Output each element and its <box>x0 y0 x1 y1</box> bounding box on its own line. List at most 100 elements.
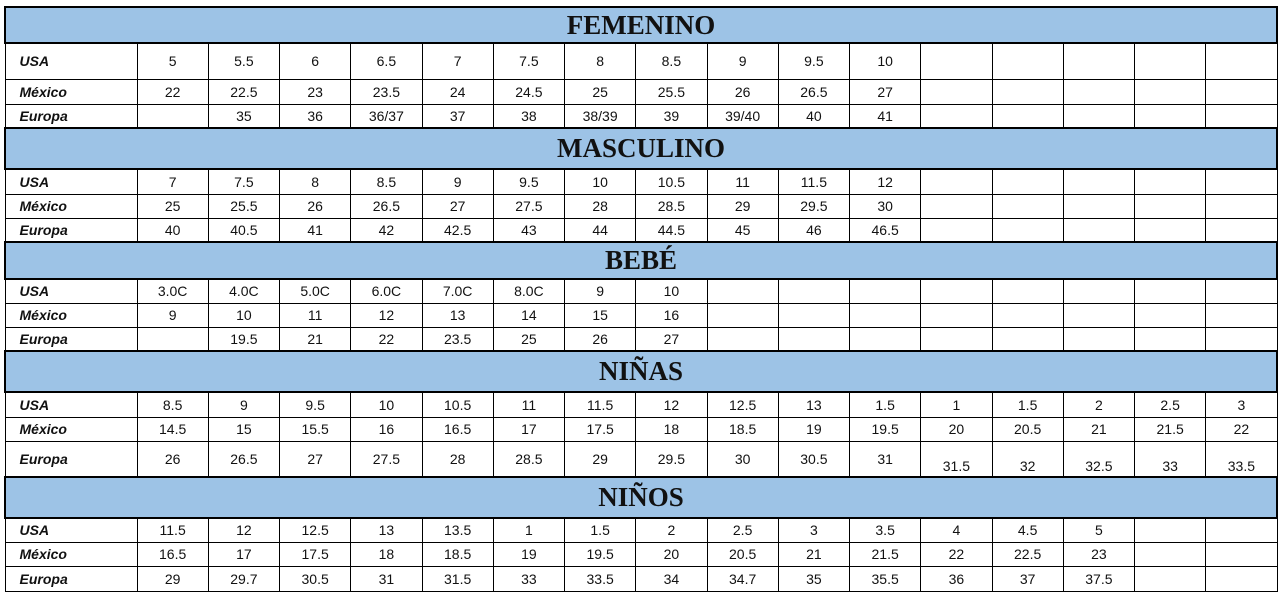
size-cell: 6.5 <box>350 42 423 80</box>
size-cell: 23.5 <box>350 78 423 105</box>
size-cell: 9.5 <box>492 168 566 195</box>
size-cell <box>920 78 993 105</box>
size-cell: 1 <box>492 517 566 543</box>
size-cell: 28.5 <box>492 440 566 478</box>
size-cell: 12 <box>848 168 922 195</box>
size-cell: 25 <box>563 78 637 105</box>
table-row: México 14.5 15 15.5 16 16.5 17 17.5 18 18.5 19 19.5… <box>4 416 1278 442</box>
size-cell: 21 <box>278 326 352 352</box>
row-label: México <box>4 416 138 442</box>
size-cell <box>1062 217 1136 243</box>
size-cell <box>991 302 1064 328</box>
size-cell: 40 <box>136 217 209 243</box>
size-cell <box>920 103 993 129</box>
size-cell <box>920 326 993 352</box>
size-cell <box>1133 565 1207 592</box>
size-cell <box>1205 103 1278 129</box>
size-cell: 17.5 <box>278 541 352 567</box>
size-cell: 41 <box>848 103 922 129</box>
size-cell: 11.5 <box>136 517 209 543</box>
size-cell <box>1133 541 1207 567</box>
size-cell <box>1205 278 1278 304</box>
size-cell: 12 <box>635 391 708 418</box>
size-cell: 7 <box>136 168 209 195</box>
size-cell: 27 <box>848 78 922 105</box>
table-row: México 9 10 11 12 13 14 15 16 <box>4 302 1278 328</box>
size-cell: 14 <box>492 302 566 328</box>
size-cell <box>1205 326 1278 352</box>
size-cell: 28 <box>563 193 637 219</box>
size-cell: 17 <box>207 541 281 567</box>
size-cell <box>1062 78 1136 105</box>
size-cell <box>1062 103 1136 129</box>
size-cell <box>848 278 922 304</box>
size-cell <box>1062 168 1136 195</box>
row-label: Europa <box>4 440 138 478</box>
size-cell: 31.5 <box>421 565 494 592</box>
size-cell: 11 <box>706 168 779 195</box>
size-cell: 46 <box>777 217 851 243</box>
size-cell <box>1133 193 1207 219</box>
size-cell: 31 <box>350 565 423 592</box>
size-cell <box>1133 168 1207 195</box>
size-cell: 26.5 <box>350 193 423 219</box>
size-cell: 10 <box>848 42 922 80</box>
size-cell: 13.5 <box>421 517 494 543</box>
size-cell: 42.5 <box>421 217 494 243</box>
size-cell: 20 <box>635 541 708 567</box>
size-cell <box>1133 278 1207 304</box>
size-cell <box>706 326 779 352</box>
size-cell <box>920 168 993 195</box>
size-cell: 24.5 <box>492 78 566 105</box>
size-cell: 9 <box>207 391 281 418</box>
section-title: NIÑAS <box>4 350 1278 393</box>
size-cell: 7.5 <box>492 42 566 80</box>
shoe-size-chart: FEMENINO USA 5 5.5 6 6.5 7 7.5 8 8.5 9 9.5 10 México 2… <box>4 6 1278 592</box>
size-cell <box>1133 217 1207 243</box>
size-cell: 22 <box>350 326 423 352</box>
size-cell: 13 <box>350 517 423 543</box>
size-cell: 16 <box>635 302 708 328</box>
size-cell: 29 <box>563 440 637 478</box>
size-cell <box>777 278 851 304</box>
size-cell <box>991 103 1064 129</box>
size-cell: 4.0C <box>207 278 281 304</box>
size-cell: 18 <box>350 541 423 567</box>
size-cell: 16 <box>350 416 423 442</box>
size-cell: 4 <box>920 517 993 543</box>
size-cell: 22 <box>1205 416 1278 442</box>
section-title: FEMENINO <box>4 6 1278 44</box>
size-cell: 40 <box>777 103 851 129</box>
size-cell: 9 <box>421 168 494 195</box>
size-cell: 3 <box>1205 391 1278 418</box>
size-cell: 8.5 <box>136 391 209 418</box>
size-cell: 21.5 <box>848 541 922 567</box>
size-cell: 8 <box>563 42 637 80</box>
size-cell: 31.5 <box>920 440 993 478</box>
size-cell <box>1133 326 1207 352</box>
size-cell: 7.5 <box>207 168 281 195</box>
size-cell: 7.0C <box>421 278 494 304</box>
size-cell: 29 <box>136 565 209 592</box>
size-cell <box>1205 168 1278 195</box>
size-cell: 46.5 <box>848 217 922 243</box>
size-cell <box>1062 42 1136 80</box>
size-cell: 12 <box>350 302 423 328</box>
table-row: USA 5 5.5 6 6.5 7 7.5 8 8.5 9 9.5 10 <box>4 42 1278 80</box>
size-cell <box>991 168 1064 195</box>
row-label: México <box>4 541 138 567</box>
size-cell: 35 <box>207 103 281 129</box>
size-cell: 1.5 <box>991 391 1064 418</box>
table-row: USA 3.0C 4.0C 5.0C 6.0C 7.0C 8.0C 9 10 <box>4 278 1278 304</box>
size-cell: 26.5 <box>777 78 851 105</box>
size-cell: 30.5 <box>777 440 851 478</box>
size-cell: 18.5 <box>421 541 494 567</box>
size-cell: 38 <box>492 103 566 129</box>
size-cell: 30 <box>706 440 779 478</box>
size-cell: 19.5 <box>563 541 637 567</box>
size-cell <box>1205 541 1278 567</box>
size-cell <box>136 326 209 352</box>
size-cell: 13 <box>421 302 494 328</box>
size-cell: 27.5 <box>492 193 566 219</box>
size-cell <box>848 302 922 328</box>
